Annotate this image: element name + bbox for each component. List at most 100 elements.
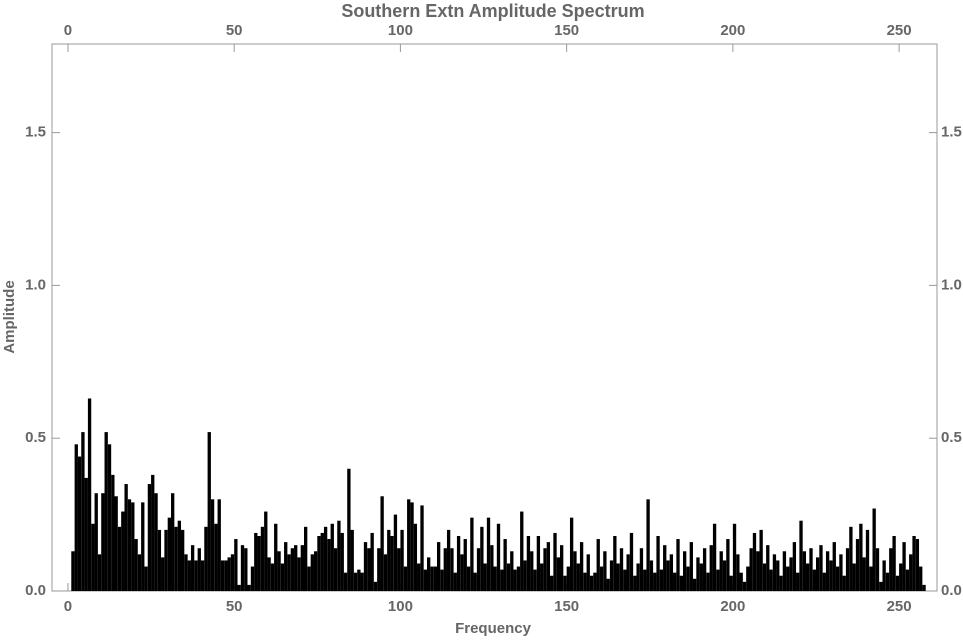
bar <box>177 520 181 591</box>
bar <box>885 572 890 591</box>
bar <box>284 542 288 591</box>
bar <box>147 484 152 591</box>
bar <box>240 545 245 591</box>
bar <box>543 548 547 591</box>
bar <box>865 529 870 591</box>
bar <box>726 539 730 591</box>
bar <box>566 566 570 591</box>
bar <box>264 511 268 591</box>
bar <box>573 551 577 591</box>
bar <box>124 484 128 591</box>
bar <box>752 532 757 591</box>
bar <box>540 563 544 591</box>
bar <box>623 569 627 591</box>
bar <box>732 523 737 591</box>
bar <box>719 551 723 591</box>
bar <box>806 563 810 591</box>
bar <box>107 444 112 591</box>
bar <box>486 517 491 591</box>
bar <box>154 493 158 591</box>
bar <box>626 554 630 591</box>
bar <box>151 474 155 591</box>
bar <box>749 548 753 591</box>
bar <box>706 572 710 591</box>
bar <box>490 545 494 591</box>
bar <box>716 569 720 591</box>
bar <box>872 508 876 591</box>
bar <box>563 575 567 591</box>
bar <box>446 529 451 591</box>
bar <box>131 502 135 591</box>
bar <box>330 523 334 591</box>
bar <box>161 557 165 591</box>
bar <box>636 563 640 591</box>
bar <box>410 502 414 591</box>
bar <box>184 554 188 591</box>
bar <box>274 523 278 591</box>
bar <box>756 551 760 591</box>
bar <box>387 529 391 591</box>
bar <box>616 563 620 591</box>
x-tick-label-top: 50 <box>226 22 243 39</box>
bar <box>390 535 394 591</box>
bar <box>77 456 82 591</box>
bar <box>892 535 896 591</box>
chart-title: Southern Extn Amplitude Spectrum <box>341 1 644 21</box>
bar <box>450 548 454 591</box>
bar <box>656 535 660 591</box>
bar <box>533 569 537 591</box>
bar <box>227 557 231 591</box>
bar <box>503 539 507 591</box>
bar <box>244 548 248 591</box>
x-tick-label: 150 <box>554 598 579 615</box>
bar <box>290 548 295 591</box>
bar <box>440 569 444 591</box>
bar <box>683 551 687 591</box>
bar <box>190 545 195 591</box>
bar <box>500 569 504 591</box>
bar <box>456 535 461 591</box>
bar <box>294 545 298 591</box>
bar <box>915 539 920 591</box>
bar <box>134 539 138 591</box>
bar <box>171 493 175 591</box>
bar <box>679 575 684 591</box>
bar <box>74 444 78 591</box>
bar <box>254 532 258 591</box>
bar <box>117 526 122 591</box>
bar <box>669 554 674 591</box>
bar <box>220 560 225 591</box>
bar <box>845 548 850 591</box>
bar <box>71 551 75 591</box>
bar <box>516 566 521 591</box>
bar <box>327 539 331 591</box>
bar <box>214 523 218 591</box>
bar <box>313 551 318 591</box>
bar <box>357 569 361 591</box>
bar <box>463 539 467 591</box>
bar <box>919 566 923 591</box>
bar <box>882 560 886 591</box>
bar <box>759 529 763 591</box>
bar <box>496 523 501 591</box>
bar <box>782 551 787 591</box>
bar <box>869 566 873 591</box>
bar <box>613 535 617 591</box>
bar <box>460 554 464 591</box>
bar <box>789 557 793 591</box>
x-tick-label-top: 250 <box>887 22 912 39</box>
bar <box>207 432 211 591</box>
bar <box>270 563 275 591</box>
bar <box>101 493 105 591</box>
bar <box>579 542 584 591</box>
bar <box>653 572 657 591</box>
bar <box>569 517 574 591</box>
bar <box>210 499 215 591</box>
bar <box>659 569 664 591</box>
bar <box>430 566 434 591</box>
bar <box>121 511 125 591</box>
bar <box>666 560 670 591</box>
bar <box>287 554 291 591</box>
bar <box>530 551 534 591</box>
bar <box>550 575 554 591</box>
